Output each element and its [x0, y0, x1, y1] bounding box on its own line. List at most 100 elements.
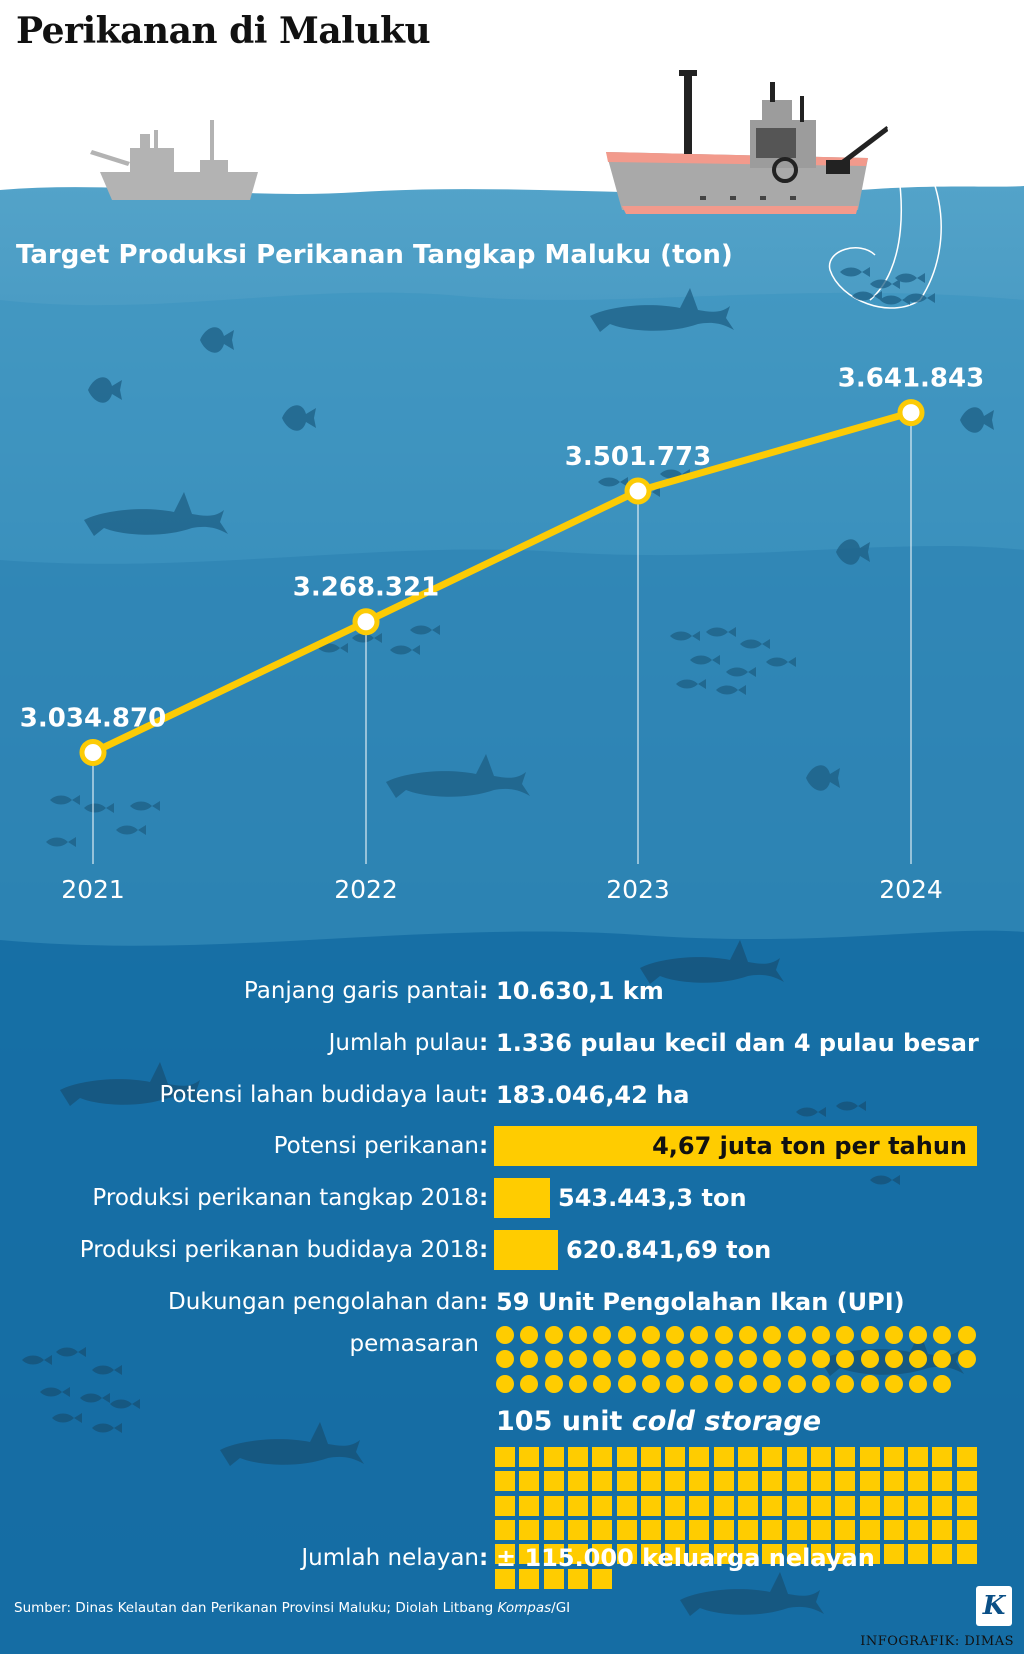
cold-storage-square [956, 1447, 977, 1467]
cold-storage-square [738, 1471, 758, 1492]
cold-storage-square [835, 1544, 856, 1565]
page-title: Perikanan di Maluku [16, 10, 431, 52]
cold-storage-square [786, 1519, 807, 1540]
upi-dot [714, 1374, 733, 1393]
coastline-label: Panjang garis pantai [243, 978, 479, 1004]
cold-storage-square [543, 1519, 564, 1540]
upi-dot [641, 1326, 660, 1344]
cold-storage-square [665, 1495, 686, 1516]
cold-storage-square [567, 1544, 588, 1565]
cold-storage-square [689, 1519, 710, 1540]
upi-dot [568, 1326, 587, 1344]
cold-storage-square [908, 1447, 929, 1467]
upi-dot [520, 1374, 539, 1393]
cold-storage-square [883, 1544, 904, 1565]
cold-storage-square [567, 1447, 588, 1467]
cold-storage-square [665, 1544, 686, 1565]
upi-dot [933, 1350, 952, 1369]
small-ship-icon [90, 120, 258, 200]
cold-storage-square [835, 1519, 856, 1540]
cold-storage-square [567, 1471, 588, 1492]
cold-storage-square [543, 1495, 564, 1516]
upi-dot [884, 1374, 903, 1393]
upi-dot [593, 1326, 612, 1344]
mariculture-value: 183.046,42 ha [496, 1081, 690, 1109]
cold-storage-square [883, 1495, 904, 1516]
cold-storage-square [835, 1495, 856, 1516]
mariculture-label: Potensi lahan budidaya laut [159, 1082, 479, 1108]
upi-dot [544, 1326, 563, 1344]
upi-dot [739, 1326, 757, 1344]
processing-label-line1: Dukungan pengolahan dan [168, 1289, 479, 1315]
cold-storage-square [956, 1471, 977, 1492]
data-label-2021: 3.034.870 [20, 703, 166, 733]
upi-dot [617, 1326, 636, 1344]
cold-storage-square [835, 1447, 856, 1467]
upi-dot [909, 1374, 928, 1393]
cold-storage-square [543, 1447, 564, 1467]
aquaculture-bar [494, 1230, 558, 1270]
upi-dot [811, 1350, 830, 1369]
data-point-2021 [79, 738, 107, 766]
cold-storage-square [932, 1544, 953, 1565]
cold-storage-square [519, 1568, 540, 1589]
cold-storage-square [640, 1544, 661, 1565]
cold-storage-square [592, 1519, 613, 1540]
cold-storage-square [762, 1495, 783, 1516]
cold-storage-square [616, 1447, 637, 1467]
cold-storage-square [495, 1544, 515, 1565]
upi-dot [544, 1374, 563, 1393]
chart-title: Target Produksi Perikanan Tangkap Maluku… [16, 240, 733, 270]
cold-storage-square [543, 1568, 564, 1589]
source-suffix: /GI [551, 1600, 571, 1616]
cold-storage-square [665, 1447, 686, 1467]
x-tick-label: 2023 [606, 875, 670, 904]
upi-dot [593, 1374, 612, 1393]
upi-dot [568, 1374, 587, 1393]
upi-dot [739, 1374, 757, 1393]
cold-storage-square [640, 1495, 661, 1516]
cold-storage-square [713, 1544, 734, 1565]
coastline-value: 10.630,1 km [496, 977, 664, 1005]
upi-dot [544, 1350, 563, 1369]
cold-storage-square [713, 1519, 734, 1540]
upi-dot [617, 1374, 636, 1393]
cold-storage-square [495, 1447, 515, 1467]
source-italic: Kompas [497, 1600, 552, 1616]
upi-dot [641, 1350, 660, 1369]
cold-storage-square [762, 1447, 783, 1467]
upi-dot [496, 1374, 514, 1393]
cold-storage-square [616, 1495, 637, 1516]
upi-dot [690, 1350, 709, 1369]
cold-storage-square [592, 1568, 613, 1589]
source-prefix: Sumber: Dinas Kelautan dan Perikanan Pro… [14, 1600, 498, 1616]
cold-storage-square [738, 1519, 758, 1540]
fishery-potential-bar [494, 1126, 977, 1166]
processing-label-line2: pemasaran [349, 1331, 479, 1357]
upi-dot [496, 1350, 514, 1369]
cold-storage-square [908, 1471, 929, 1492]
upi-dot [593, 1350, 612, 1369]
cold-storage-square [713, 1447, 734, 1467]
islands-label: Jumlah pulau [328, 1030, 479, 1056]
capture-label: Produksi perikanan tangkap 2018 [92, 1185, 479, 1211]
upi-dot [933, 1374, 952, 1393]
line-chart: 3.034.870 3.268.321 3.501.773 3.641.843 2021… [20, 364, 984, 904]
cold-storage-square [640, 1447, 661, 1467]
cold-storage-square [495, 1519, 515, 1540]
cold-storage-square [859, 1495, 880, 1516]
colon: : [479, 1030, 489, 1056]
cold-storage-square [762, 1544, 783, 1565]
x-tick-label: 2021 [61, 875, 125, 904]
upi-dot [568, 1350, 587, 1369]
cold-storage-square [883, 1471, 904, 1492]
aquaculture-value: 620.841,69 ton [566, 1236, 772, 1264]
cold-storage-square [786, 1447, 807, 1467]
cold-storage-square [883, 1447, 904, 1467]
upi-dot [933, 1326, 952, 1344]
cold-storage-square [543, 1544, 564, 1565]
cold-storage-title: 105 unit cold storage [496, 1406, 821, 1437]
upi-dot [836, 1326, 855, 1344]
cold-storage-square [592, 1447, 613, 1467]
upi-dot [860, 1350, 879, 1369]
